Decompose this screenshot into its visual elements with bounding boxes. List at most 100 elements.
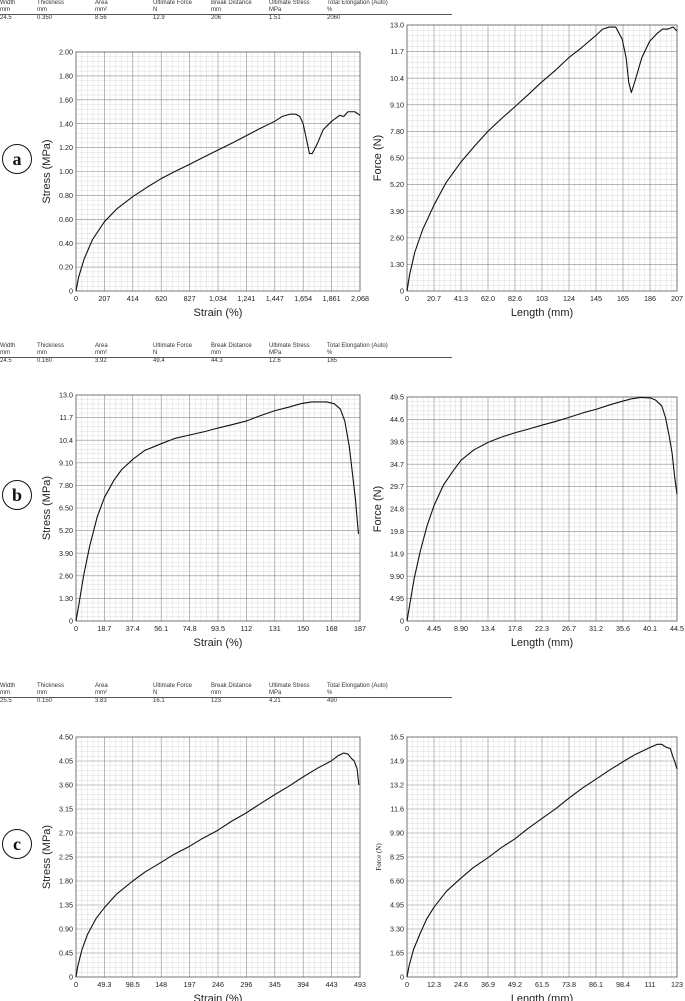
x-tick-label: 0 bbox=[74, 980, 78, 989]
property-name: Area bbox=[95, 343, 108, 349]
x-tick-label: 112 bbox=[241, 624, 252, 633]
x-tick-label: 73.8 bbox=[562, 980, 576, 989]
y-axis-label: Force (N) bbox=[375, 843, 383, 871]
y-tick-label: 0 bbox=[69, 617, 73, 626]
major-grid bbox=[407, 397, 677, 621]
property-unit: % bbox=[327, 6, 333, 13]
property-name: Total Elongation (Auto) bbox=[327, 0, 388, 6]
x-tick-label: 443 bbox=[326, 980, 338, 989]
x-tick-label: 1,241 bbox=[237, 294, 255, 303]
properties-row-c: Width mm 25.5 Thickness mm 0.150 Area mm² 3.83 Ul… bbox=[0, 683, 452, 705]
x-tick-label: 165 bbox=[617, 294, 629, 303]
property-column: Ultimate Force N 12.9 bbox=[153, 0, 192, 22]
x-tick-label: 0 bbox=[405, 294, 409, 303]
x-tick-label: 0 bbox=[405, 980, 409, 989]
y-tick-label: 0.80 bbox=[59, 191, 73, 200]
x-tick-label: 86.1 bbox=[589, 980, 603, 989]
y-tick-label: 44.6 bbox=[390, 415, 404, 424]
property-name: Thickness bbox=[37, 683, 65, 689]
property-column: Ultimate Force N 49.4 bbox=[153, 343, 192, 365]
y-tick-label: 6.60 bbox=[390, 877, 404, 886]
x-tick-label: 345 bbox=[269, 980, 281, 989]
x-tick-label: 207 bbox=[98, 294, 110, 303]
property-name: Thickness bbox=[37, 0, 65, 6]
y-tick-label: 34.7 bbox=[390, 460, 404, 469]
y-tick-label: 0.40 bbox=[59, 239, 73, 248]
y-tick-label: 2.25 bbox=[59, 853, 73, 862]
x-tick-label: 98.5 bbox=[126, 980, 140, 989]
x-tick-label: 1,034 bbox=[209, 294, 227, 303]
property-column: Width mm 24.5 bbox=[0, 0, 15, 22]
property-value: 3.83 bbox=[95, 698, 107, 705]
y-tick-label: 2.00 bbox=[59, 48, 73, 57]
x-axis-label: Strain (%) bbox=[194, 637, 243, 649]
property-unit: mm bbox=[0, 6, 10, 13]
property-value: 3.92 bbox=[95, 358, 107, 365]
property-value: 12.9 bbox=[153, 15, 165, 22]
property-value: 24.5 bbox=[0, 15, 12, 22]
y-axis-label: Stress (MPa) bbox=[41, 139, 53, 203]
x-tick-label: 124 bbox=[563, 294, 575, 303]
y-tick-label: 0.60 bbox=[59, 215, 73, 224]
property-column: Thickness mm 0.350 bbox=[37, 0, 64, 22]
y-tick-label: 19.8 bbox=[390, 527, 404, 536]
y-tick-label: 1.65 bbox=[390, 949, 404, 958]
x-tick-label: 186 bbox=[644, 294, 656, 303]
x-tick-label: 296 bbox=[240, 980, 252, 989]
y-tick-label: 10.4 bbox=[59, 436, 73, 445]
x-tick-label: 145 bbox=[590, 294, 602, 303]
property-unit: mm bbox=[211, 349, 221, 356]
property-name: Break Distance bbox=[211, 0, 252, 6]
x-axis-label: Length (mm) bbox=[511, 307, 573, 319]
property-value: 2060 bbox=[327, 15, 341, 22]
x-tick-label: 394 bbox=[297, 980, 309, 989]
y-tick-label: 1.35 bbox=[59, 901, 73, 910]
panel-label-c: c bbox=[2, 829, 32, 859]
series-line bbox=[75, 111, 361, 292]
x-axis-label: Strain (%) bbox=[194, 993, 243, 1001]
x-tick-label: 17.8 bbox=[508, 624, 522, 633]
header-rule bbox=[0, 14, 452, 15]
y-tick-label: 13.0 bbox=[390, 21, 404, 30]
x-tick-label: 103 bbox=[536, 294, 548, 303]
x-tick-label: 187 bbox=[354, 624, 366, 633]
y-tick-label: 4.95 bbox=[390, 594, 404, 603]
y-tick-label: 8.25 bbox=[390, 853, 404, 862]
y-tick-label: 1.80 bbox=[59, 72, 73, 81]
y-tick-label: 3.60 bbox=[59, 781, 73, 790]
series-line bbox=[75, 401, 360, 622]
property-value: 49.4 bbox=[153, 358, 165, 365]
property-name: Total Elongation (Auto) bbox=[327, 683, 388, 689]
x-tick-label: 207 bbox=[671, 294, 683, 303]
x-tick-label: 20.7 bbox=[427, 294, 441, 303]
x-tick-label: 4.45 bbox=[427, 624, 441, 633]
x-tick-label: 82.6 bbox=[508, 294, 522, 303]
y-tick-label: 14.9 bbox=[390, 549, 404, 558]
y-tick-label: 2.70 bbox=[59, 829, 73, 838]
x-tick-label: 41.3 bbox=[454, 294, 468, 303]
x-tick-label: 49.2 bbox=[508, 980, 522, 989]
x-tick-label: 0 bbox=[74, 294, 78, 303]
y-tick-label: 7.80 bbox=[59, 481, 73, 490]
property-name: Ultimate Stress bbox=[269, 683, 310, 689]
x-tick-label: 26.7 bbox=[562, 624, 576, 633]
property-unit: % bbox=[327, 689, 333, 696]
property-column: Break Distance mm 206 bbox=[211, 0, 252, 22]
header-rule bbox=[0, 697, 452, 698]
property-value: 4.21 bbox=[269, 698, 281, 705]
y-tick-label: 5.20 bbox=[59, 526, 73, 535]
x-tick-label: 148 bbox=[155, 980, 167, 989]
major-grid bbox=[76, 737, 360, 977]
y-tick-label: 13.2 bbox=[390, 781, 404, 790]
property-value: 24.5 bbox=[0, 358, 12, 365]
properties-row-b: Width mm 24.5 Thickness mm 0.160 Area mm² 3.92 Ul… bbox=[0, 343, 452, 365]
x-tick-label: 493 bbox=[354, 980, 366, 989]
x-tick-label: 44.5 bbox=[670, 624, 684, 633]
x-axis-label: Length (mm) bbox=[511, 993, 573, 1001]
major-grid bbox=[76, 395, 360, 621]
x-tick-label: 414 bbox=[127, 294, 139, 303]
property-column: Thickness mm 0.150 bbox=[37, 683, 64, 705]
property-name: Break Distance bbox=[211, 683, 252, 689]
